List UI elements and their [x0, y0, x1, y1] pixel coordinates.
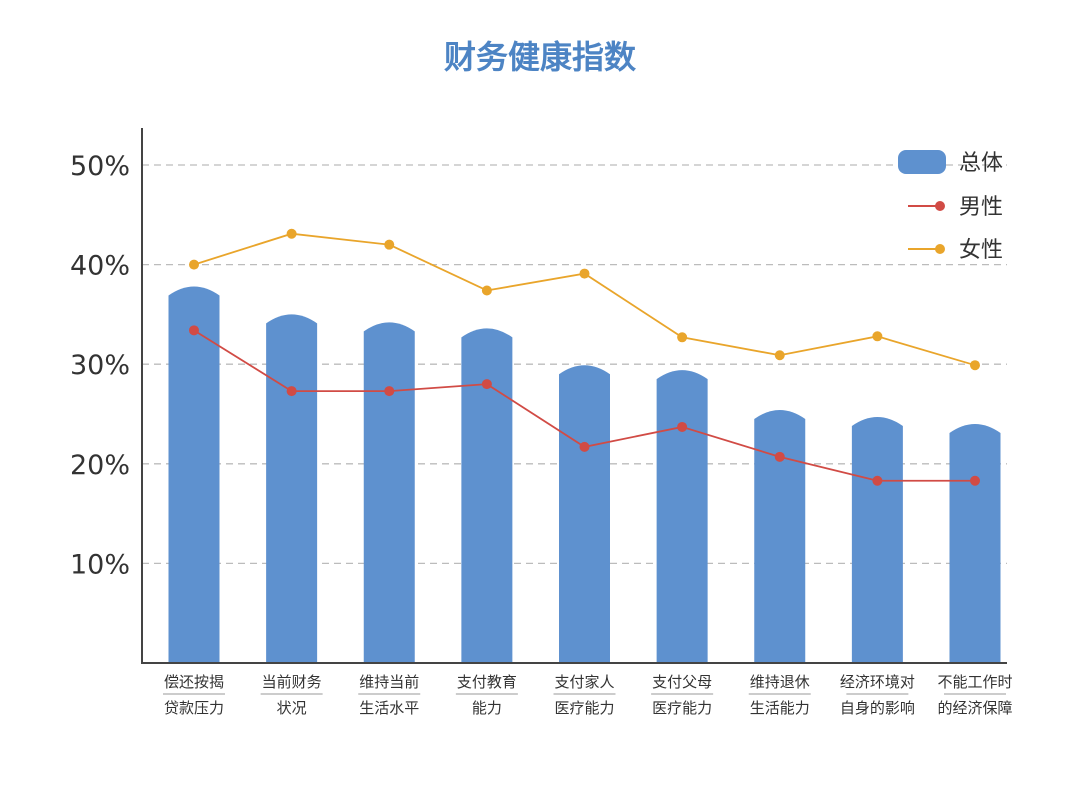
legend-label: 女性: [959, 238, 1003, 263]
data-point: [872, 331, 883, 342]
legend-label: 男性: [959, 195, 1003, 220]
data-point: [384, 239, 395, 250]
bar: [949, 423, 1001, 663]
data-point: [189, 259, 199, 270]
category-label: 状况: [277, 699, 307, 717]
category-label: 医疗能力: [652, 699, 712, 717]
y-tick-label: 20%: [70, 450, 130, 481]
bar: [559, 365, 610, 663]
y-tick-label: 30%: [70, 350, 130, 381]
chart-title: 财务健康指数: [444, 38, 637, 76]
data-point: [481, 379, 492, 390]
category-label: 支付教育: [457, 673, 517, 691]
y-tick-label: 40%: [70, 251, 130, 282]
legend-marker: [935, 244, 945, 254]
category-label: 维持退休: [750, 673, 810, 691]
data-point: [872, 475, 883, 486]
category-label: 的经济保障: [937, 699, 1012, 717]
line-series: [189, 228, 980, 486]
data-point: [970, 475, 980, 486]
category-label: 维持当前: [359, 673, 419, 691]
category-label: 当前财务: [262, 673, 322, 691]
data-point: [384, 386, 395, 397]
data-point: [774, 451, 785, 462]
category-label: 经济环境对: [840, 673, 915, 691]
category-label: 不能工作时: [937, 673, 1012, 691]
bar: [363, 322, 415, 663]
data-point: [286, 386, 297, 397]
y-tick-label: 50%: [70, 151, 130, 182]
category-label: 支付父母: [652, 673, 712, 691]
data-point: [970, 360, 980, 371]
y-tick-labels: 10% 20% 30% 40% 50%: [70, 151, 130, 580]
legend-marker: [935, 201, 945, 211]
category-label: 偿还按揭: [164, 673, 224, 691]
data-point: [677, 421, 688, 432]
bar-series: [168, 286, 1001, 663]
category-label: 能力: [472, 699, 502, 717]
bar: [168, 286, 220, 663]
category-label: 支付家人: [554, 673, 614, 691]
category-label: 生活水平: [359, 699, 419, 717]
legend-label: 总体: [959, 151, 1003, 176]
bar: [754, 410, 806, 663]
data-point: [189, 325, 199, 336]
category-label: 医疗能力: [554, 699, 614, 717]
bar: [266, 314, 318, 663]
data-point: [677, 332, 688, 343]
data-point: [481, 285, 492, 296]
category-label: 自身的影响: [840, 699, 915, 717]
bar: [461, 328, 513, 663]
y-tick-label: 10%: [70, 549, 130, 580]
bar: [656, 370, 708, 663]
data-point: [579, 441, 590, 452]
data-point: [286, 228, 297, 239]
category-label: 生活能力: [750, 699, 810, 717]
data-point: [579, 268, 590, 279]
legend-swatch: [898, 150, 946, 174]
data-point: [774, 350, 785, 361]
axes: [141, 128, 1007, 664]
category-label: 贷款压力: [164, 699, 224, 717]
bar: [851, 416, 903, 663]
